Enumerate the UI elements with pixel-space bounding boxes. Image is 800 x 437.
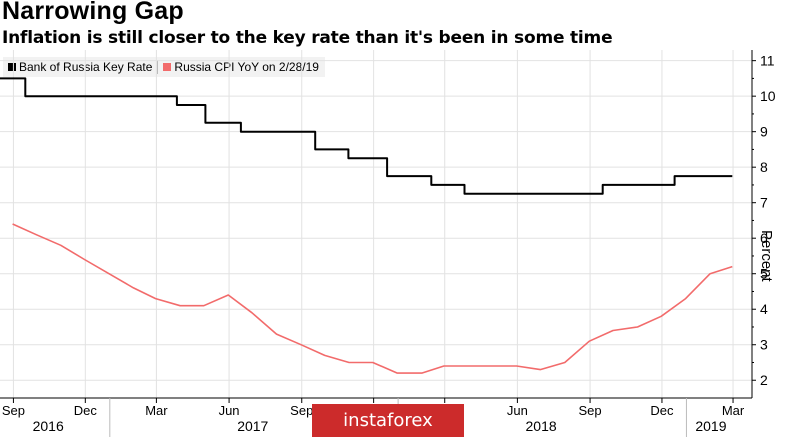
- legend-swatch-key-rate: [8, 63, 16, 71]
- y-tick-label: 6: [760, 230, 768, 246]
- legend-swatch-cpi: [163, 63, 172, 71]
- y-tick-label: 8: [760, 159, 768, 175]
- year-label: 2018: [526, 418, 557, 434]
- y-tick-label: 2: [760, 372, 768, 388]
- y-tick-label: 9: [760, 124, 768, 140]
- year-label: 2017: [237, 418, 268, 434]
- legend-divider: [157, 60, 159, 74]
- x-tick-label: Mar: [145, 403, 168, 418]
- x-tick-label: Dec: [74, 403, 98, 418]
- chart-title: Narrowing Gap: [2, 0, 184, 25]
- x-tick-label: Sep: [2, 403, 25, 418]
- x-tick-label: Dec: [650, 403, 674, 418]
- x-tick-label: Sep: [290, 403, 313, 418]
- x-tick-label: Jun: [219, 403, 240, 418]
- y-tick-label: 4: [760, 301, 768, 317]
- legend-label-cpi: Russia CPI YoY on 2/28/19: [174, 60, 319, 74]
- x-tick-label: Jun: [507, 403, 528, 418]
- y-axis-label: Percent: [758, 230, 775, 282]
- year-label: 2016: [33, 418, 64, 434]
- y-tick-label: 3: [760, 337, 768, 353]
- legend-item-cpi: Russia CPI YoY on 2/28/19: [163, 60, 319, 74]
- watermark-logo: instaforex: [312, 404, 464, 437]
- year-label: 2019: [695, 418, 726, 434]
- x-tick-label: Sep: [578, 403, 601, 418]
- legend: Bank of Russia Key Rate Russia CPI YoY o…: [3, 57, 325, 77]
- y-tick-label: 5: [760, 266, 768, 282]
- y-tick-label: 10: [760, 88, 776, 104]
- y-tick-label: 11: [760, 53, 775, 69]
- series-line-key-rate: [0, 77, 733, 195]
- x-tick-label: Mar: [722, 403, 745, 418]
- chart-subtitle: Inflation is still closer to the key rat…: [2, 28, 613, 48]
- y-tick-label: 7: [760, 195, 768, 211]
- series-line-cpi: [12, 223, 733, 374]
- watermark-text: instaforex: [343, 410, 433, 431]
